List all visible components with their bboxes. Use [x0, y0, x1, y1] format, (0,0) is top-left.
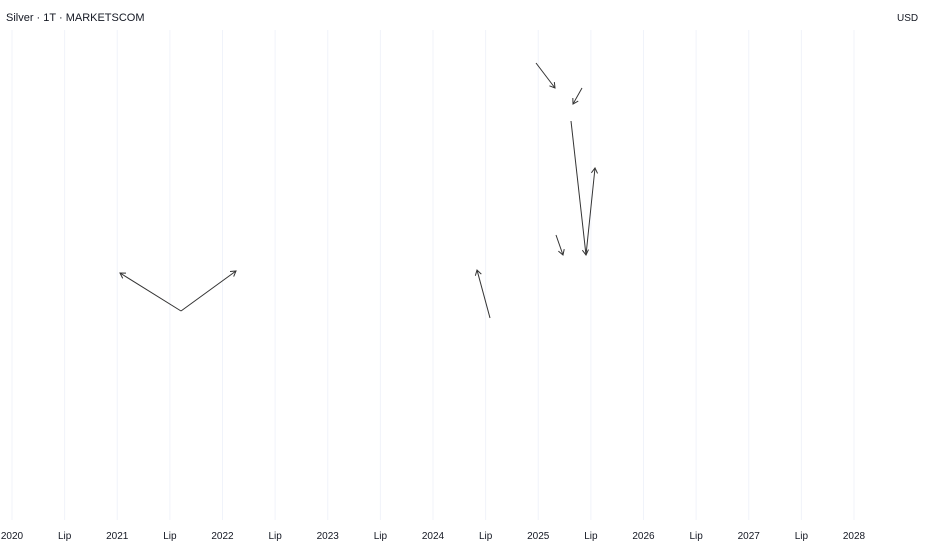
x-tick-label-8: 2024 — [422, 531, 445, 542]
x-tick-label-3: Lip — [163, 531, 177, 542]
x-tick-label-2: 2021 — [106, 531, 129, 542]
x-tick-label-4: 2022 — [211, 531, 234, 542]
arrow-projection-up — [585, 167, 596, 256]
annotations: SUPORTSUPORTSL at:34.578sell at: 33.245 … — [119, 62, 599, 319]
arrow-support-left-b — [180, 270, 237, 312]
arrow-tp-sell — [555, 234, 564, 256]
x-tick-label-1: Lip — [58, 531, 72, 542]
arrow-support-right — [476, 269, 491, 319]
x-tick-label-11: Lip — [584, 531, 598, 542]
x-tick-label-7: Lip — [374, 531, 388, 542]
x-tick-label-14: 2027 — [738, 531, 761, 542]
arrow-sl — [535, 62, 556, 89]
grid — [11, 30, 855, 520]
arrow-support-left-a — [119, 272, 182, 312]
x-tick-label-9: Lip — [479, 531, 493, 542]
chart-title: Silver · 1T · MARKETSCOM — [6, 12, 145, 24]
x-tick-label-6: 2023 — [317, 531, 340, 542]
arrow-sell — [572, 87, 583, 105]
arrow-head-support-right — [474, 269, 482, 276]
arrow-head-sell — [572, 97, 579, 105]
x-tick-label-13: Lip — [689, 531, 703, 542]
currency-label: USD — [897, 13, 918, 24]
x-tick-label-0: 2020 — [1, 531, 24, 542]
arrow-projection-down — [570, 120, 587, 256]
arrow-head-support-left-a — [119, 272, 127, 279]
arrow-head-support-left-b — [229, 270, 237, 277]
arrow-head-sl — [549, 81, 556, 89]
arrow-head-projection-up — [590, 167, 599, 174]
x-tick-label-10: 2025 — [527, 531, 550, 542]
arrow-head-tp-sell — [558, 249, 565, 256]
x-tick-label-15: Lip — [795, 531, 809, 542]
x-tick-label-16: 2028 — [843, 531, 866, 542]
x-tick-label-5: Lip — [268, 531, 282, 542]
x-tick-label-12: 2026 — [632, 531, 655, 542]
